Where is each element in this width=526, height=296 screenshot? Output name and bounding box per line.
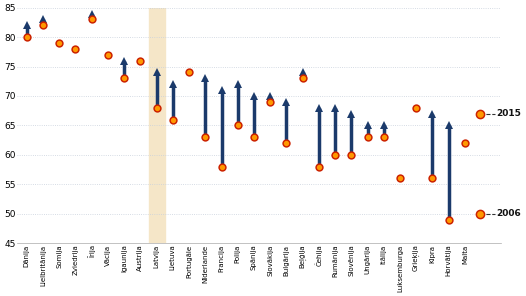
Text: 2015: 2015 <box>496 109 521 118</box>
Text: 2006: 2006 <box>496 209 521 218</box>
Bar <box>148 8 165 243</box>
